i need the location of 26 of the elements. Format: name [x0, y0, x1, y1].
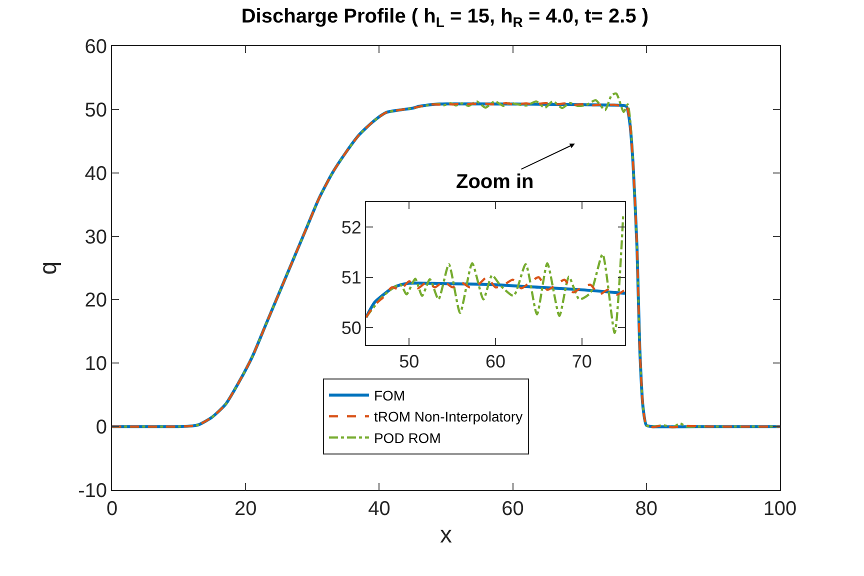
x-axis-title: x	[440, 521, 452, 548]
y-tick-label: 30	[84, 226, 107, 248]
y-tick-label: 20	[84, 290, 107, 312]
y-tick-label: 0	[96, 416, 107, 439]
y-tick-label: 60	[84, 36, 107, 58]
y-tick-label: 40	[84, 162, 107, 185]
x-tick-label: 50	[399, 352, 420, 372]
x-tick-label: 80	[635, 498, 658, 520]
y-tick-label: 51	[341, 268, 362, 288]
y-tick-label: 50	[341, 318, 362, 338]
x-tick-label: 70	[572, 352, 592, 372]
x-tick-label: 100	[763, 498, 797, 520]
x-tick-label: 60	[502, 498, 524, 520]
legend-label: tROM Non-Interpolatory	[374, 408, 523, 425]
y-tick-label: -10	[78, 480, 107, 502]
y-tick-label: 50	[84, 99, 107, 122]
annotation: Zoom in	[456, 171, 534, 193]
x-tick-label: 40	[368, 498, 390, 520]
legend-label: FOM	[374, 388, 406, 404]
x-tick-label: 60	[485, 352, 506, 372]
x-tick-label: 20	[234, 498, 257, 520]
y-tick-label: 10	[84, 353, 107, 376]
y-tick-label: 52	[341, 217, 362, 238]
chart-title: Discharge Profile ( h$_{L}$ = 15, h$_{R}$ = 4.0, t= 2.5 )	[241, 6, 649, 30]
y-axis-title: q	[35, 261, 62, 275]
legend-label: POD ROM	[374, 430, 441, 446]
